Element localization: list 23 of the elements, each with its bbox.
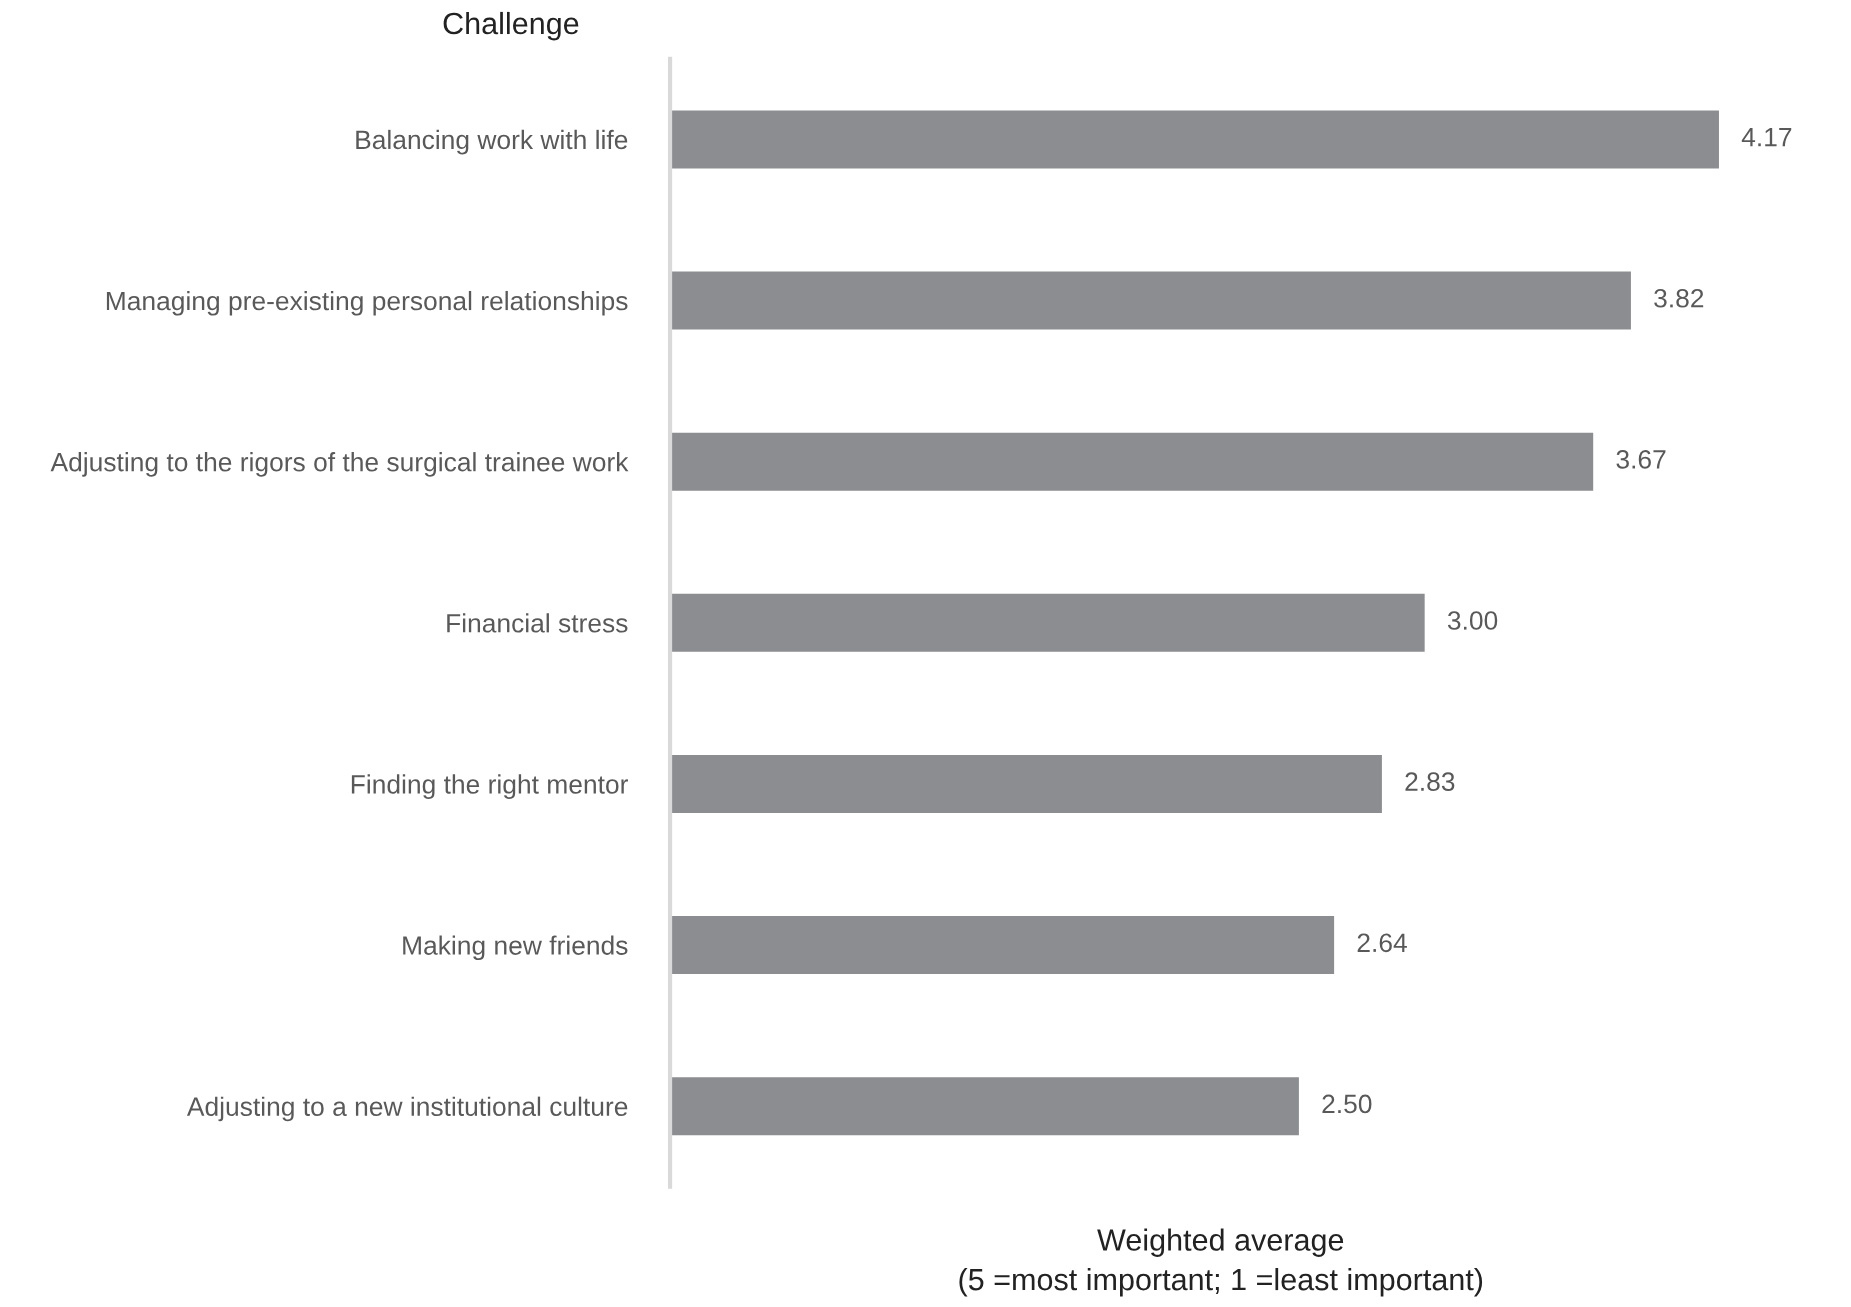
data-label: 2.50: [1322, 1094, 1372, 1114]
data-label: 2.64: [1357, 933, 1407, 953]
data-label: 4.17: [1741, 128, 1792, 147]
y-tick-label: Balancing work with life: [356, 129, 628, 155]
bar: [670, 593, 1425, 652]
x-axis-title: Weighted average (5 =most important; 1 =least important): [959, 1228, 1483, 1297]
chart-title: Challenge: [443, 11, 579, 41]
bar: [670, 754, 1382, 813]
data-label: 3.67: [1616, 450, 1666, 469]
bar: [670, 1077, 1299, 1136]
y-tick-label: Adjusting to the rigors of the surgical trainee work: [50, 452, 629, 477]
data-label: 3.00: [1447, 611, 1498, 630]
bar: [670, 432, 1594, 491]
bar: [670, 916, 1335, 975]
y-tick-label: Adjusting to a new institutional culture: [186, 1096, 628, 1122]
data-label: 2.83: [1405, 772, 1455, 791]
y-tick-label: Financial stress: [447, 613, 628, 633]
bar: [670, 271, 1631, 330]
y-tick-label: Making new friends: [403, 935, 628, 961]
y-tick-label: Finding the right mentor: [351, 774, 628, 799]
data-label: 3.82: [1654, 288, 1704, 308]
bar: [670, 110, 1719, 169]
y-tick-label: Managing pre-existing personal relationships: [106, 290, 628, 316]
